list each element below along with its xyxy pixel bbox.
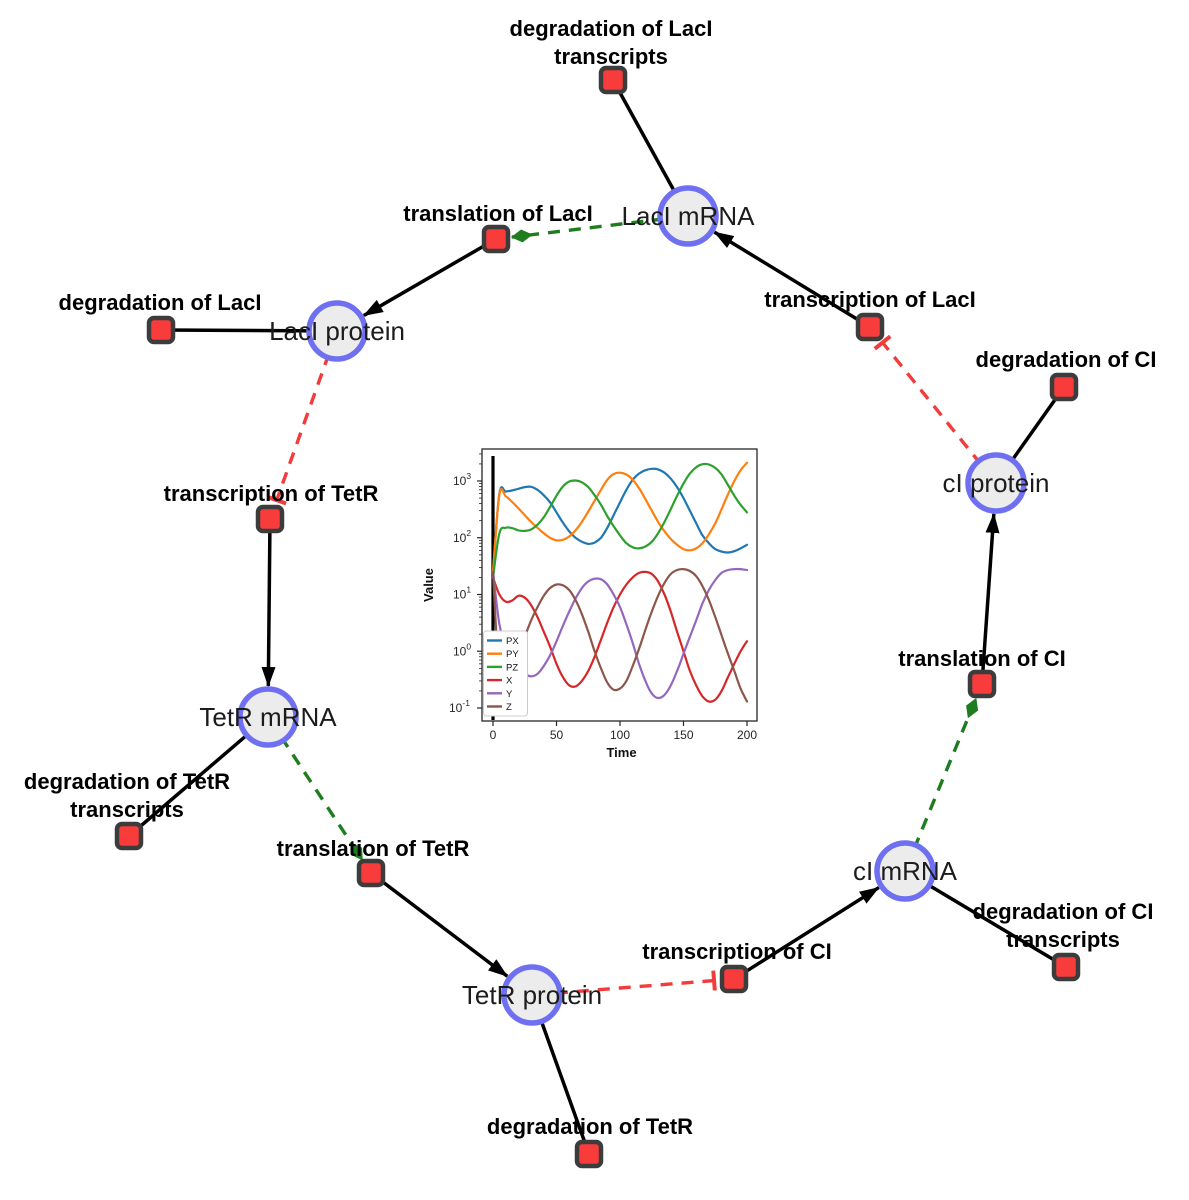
reaction-label-deg_ci: degradation of CI (976, 347, 1157, 372)
reaction-label-deg_tetr_tr: degradation of TetR (24, 769, 230, 794)
reaction-label-deg_ci_tr: transcripts (1006, 927, 1120, 952)
species-node-ci_mrna (874, 840, 936, 902)
edge-inhibition-tetr_protein-transcr_ci (555, 970, 717, 995)
reaction-label-deg_laci_tr: degradation of LacI (510, 16, 713, 41)
edge-inhibition-ci_protein-transcr_laci (873, 334, 983, 466)
series-curve-Z (491, 567, 749, 703)
legend-box (483, 630, 528, 717)
reaction-node-transl_ci (967, 669, 997, 699)
edge-production-transl_ci-ci_protein (981, 512, 1000, 672)
plot-background (420, 437, 785, 771)
species-nodes-layer (237, 185, 1027, 1026)
edge-modifier-ci_mrna-transl_ci (912, 697, 979, 850)
edges-layer (127, 79, 1067, 1155)
reaction-node-deg_ci_tr (1051, 952, 1081, 982)
plot-curves (491, 461, 749, 703)
legend-label-Z: Z (506, 702, 512, 713)
reaction-node-transcr_ci (719, 964, 749, 994)
reaction-node-deg_laci (146, 315, 176, 345)
edge-production-transl_laci-laci_protein (362, 243, 486, 317)
edge-consumption-ci_mrna-deg_ci_tr (904, 869, 1067, 969)
reaction-label-deg_laci_tr: transcripts (554, 44, 668, 69)
species-label-laci_mrna: LacI mRNA (622, 201, 756, 231)
plot-axes-frame (481, 448, 758, 722)
reaction-label-transcr_tetr: transcription of TetR (164, 481, 379, 506)
species-label-tetr_mrna: TetR mRNA (199, 702, 337, 732)
reaction-label-transl_ci: translation of CI (898, 646, 1065, 671)
x-tick-label: 50 (550, 728, 564, 742)
reaction-node-deg_laci_tr (598, 65, 628, 95)
reaction-label-deg_tetr_tr: transcripts (70, 797, 184, 822)
reaction-label-deg_laci: degradation of LacI (59, 290, 262, 315)
reaction-node-transl_tetr (356, 858, 386, 888)
species-label-laci_protein: LacI protein (269, 316, 405, 346)
species-node-tetr_mrna (237, 686, 299, 748)
edge-production-transcr_ci-ci_mrna (744, 886, 880, 974)
reaction-node-transcr_laci (855, 312, 885, 342)
x-tick-label: 0 (490, 728, 497, 742)
reaction-label-transl_tetr: translation of TetR (277, 836, 470, 861)
species-label-tetr_protein: TetR protein (462, 980, 602, 1010)
species-label-ci_mrna: cI mRNA (853, 856, 958, 886)
edge-modifier-tetr_mrna-transl_tetr (279, 736, 364, 861)
reaction-node-deg_ci (1049, 372, 1079, 402)
reaction-node-deg_tetr (574, 1139, 604, 1169)
series-curve-PZ (491, 462, 749, 579)
plot-legend: PX PY PZ XYZ (483, 630, 528, 717)
edge-production-transl_tetr-tetr_protein (380, 879, 509, 978)
legend-label-PY: PY (506, 649, 519, 660)
reaction-label-deg_ci_tr: degradation of CI (973, 899, 1154, 924)
legend-label-PZ: PZ (506, 662, 518, 673)
series-curve-Y (491, 567, 749, 700)
species-node-ci_protein (965, 452, 1027, 514)
reaction-label-transl_laci: translation of LacI (403, 201, 592, 226)
series-curve-X (491, 570, 749, 703)
reaction-label-deg_tetr: degradation of TetR (487, 1114, 693, 1139)
species-label-ci_protein: cI protein (943, 468, 1050, 498)
labels-layer: degradation of LacI transcripts translatio… (24, 16, 1157, 1139)
reaction-label-transcr_laci: transcription of LacI (764, 287, 975, 312)
edge-inhibition-laci_protein-transcr_tetr (266, 353, 331, 506)
legend-label-Y: Y (506, 689, 513, 700)
y-axis-label: Value (421, 568, 436, 602)
reaction-node-transcr_tetr (255, 504, 285, 534)
series-curve-PX (491, 467, 749, 573)
x-tick-label: 200 (737, 728, 757, 742)
reaction-label-transcr_ci: transcription of CI (642, 939, 831, 964)
species-node-tetr_protein (501, 964, 563, 1026)
legend-label-X: X (506, 676, 513, 687)
legend-label-PX: PX (506, 636, 519, 647)
edge-production-transcr_laci-laci_mrna (713, 230, 860, 322)
edge-modifier-laci_mrna-transl_laci (510, 217, 665, 243)
x-tick-label: 100 (610, 728, 630, 742)
species-node-laci_mrna (657, 185, 719, 247)
reaction-nodes-layer (114, 65, 1081, 1169)
species-node-laci_protein (306, 300, 368, 362)
reaction-node-deg_tetr_tr (114, 821, 144, 851)
x-tick-label: 150 (673, 728, 693, 742)
reaction-node-transl_laci (481, 224, 511, 254)
edge-production-transcr_tetr-tetr_mrna (261, 531, 276, 688)
x-axis-label: Time (606, 745, 636, 760)
